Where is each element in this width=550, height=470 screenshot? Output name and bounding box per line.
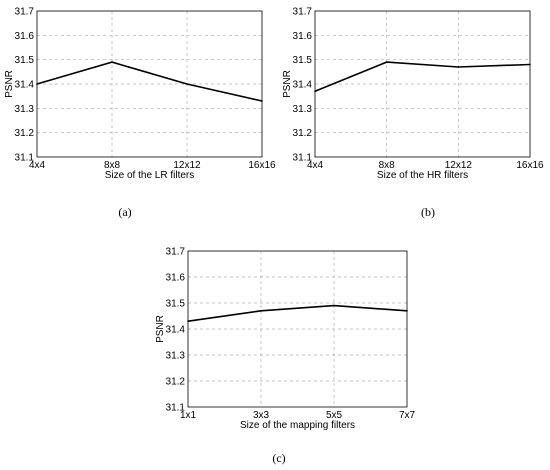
panel-0: 31.1 31.2 31.3 31.4 31.5 31.6 31.7 4x4 8x8 12x12 1… — [4, 7, 276, 220]
data-point — [260, 310, 262, 312]
y-tick-label: 31.7 — [293, 7, 313, 18]
y-tick-label: 31.4 — [15, 80, 35, 91]
data-point — [314, 90, 316, 93]
data-point — [457, 66, 460, 68]
y-tick-label: 31.1 — [15, 153, 35, 164]
data-point — [111, 61, 113, 63]
y-tick-label: 31.5 — [15, 55, 35, 66]
y-tick-label: 31.4 — [166, 325, 186, 336]
plot-frame — [36, 10, 263, 158]
panel-2: 31.1 31.2 31.3 31.4 31.5 31.6 31.7 1x1 3x3 5x5 7x7… — [155, 247, 415, 466]
y-tick-label: 31.2 — [15, 128, 35, 139]
y-tick-label: 31.3 — [166, 351, 186, 362]
panel-caption: (a) — [118, 205, 131, 219]
y-tick-label: 31.1 — [293, 153, 313, 164]
x-tick-label: 4x4 — [29, 160, 46, 171]
y-tick-label: 31.6 — [166, 273, 186, 284]
y-tick-label: 31.1 — [166, 403, 186, 414]
y-tick-label: 31.5 — [293, 55, 313, 66]
panel-1: 31.1 31.2 31.3 31.4 31.5 31.6 31.7 4x4 8x8 12x12 1… — [282, 7, 544, 220]
plot-frame — [187, 250, 408, 408]
data-point — [186, 83, 188, 85]
y-tick-label: 31.2 — [293, 128, 313, 139]
series-line — [187, 304, 408, 322]
x-tick-label: 5x5 — [326, 410, 343, 421]
data-point — [261, 100, 263, 102]
x-tick-label: 8x8 — [104, 160, 121, 171]
x-tick-label: 12x12 — [173, 160, 201, 171]
x-tick-label: 16x16 — [516, 160, 544, 171]
x-tick-label: 16x16 — [248, 160, 276, 171]
data-point — [36, 83, 38, 85]
y-tick-label: 31.3 — [15, 104, 35, 115]
y-tick-label: 31.6 — [15, 31, 35, 42]
series-line — [36, 61, 263, 102]
x-axis-label: Size of the LR filters — [105, 170, 194, 181]
y-tick-label: 31.6 — [293, 31, 313, 42]
x-tick-label: 8x8 — [379, 160, 396, 171]
y-axis-label: PSNR — [4, 70, 15, 98]
y-tick-label: 31.7 — [166, 247, 186, 258]
x-tick-label: 3x3 — [253, 410, 270, 421]
x-tick-label: 4x4 — [307, 160, 324, 171]
x-tick-label: 7x7 — [399, 410, 416, 421]
panel-caption: (c) — [272, 451, 285, 465]
series-line — [314, 61, 531, 93]
y-axis-label: PSNR — [155, 315, 166, 343]
plot-frame — [314, 10, 531, 158]
panel-caption: (b) — [421, 205, 435, 219]
y-tick-label: 31.3 — [293, 104, 313, 115]
y-tick-label: 31.7 — [15, 7, 35, 18]
data-point — [187, 320, 189, 323]
y-tick-label: 31.4 — [293, 80, 313, 91]
x-tick-label: 12x12 — [445, 160, 473, 171]
y-tick-label: 31.2 — [166, 377, 186, 388]
y-axis-label: PSNR — [282, 70, 293, 98]
x-axis-label: Size of the HR filters — [377, 170, 468, 181]
data-point — [333, 304, 335, 307]
x-axis-label: Size of the mapping filters — [240, 420, 355, 431]
data-point — [529, 63, 531, 66]
x-tick-label: 1x1 — [180, 410, 197, 421]
y-tick-label: 31.5 — [166, 299, 186, 310]
data-point — [406, 310, 408, 312]
data-point — [385, 61, 388, 63]
